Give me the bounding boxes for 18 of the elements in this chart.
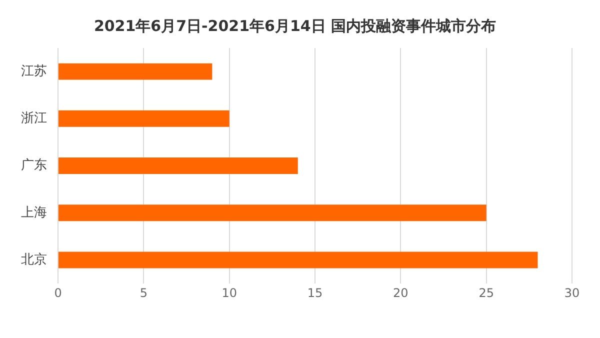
x-tick-label: 15 (307, 286, 323, 300)
bar (58, 63, 212, 80)
bar (58, 158, 298, 174)
y-tick-label: 浙江 (21, 111, 47, 126)
y-tick-label: 上海 (21, 205, 47, 220)
x-tick-label: 20 (393, 286, 408, 300)
bar (58, 110, 230, 127)
bar (58, 252, 538, 268)
y-tick-label: 北京 (21, 252, 47, 268)
x-tick-label: 30 (564, 286, 580, 300)
x-tick-label: 25 (478, 286, 494, 300)
bar (58, 204, 486, 222)
x-tick-label: 10 (222, 286, 237, 300)
x-tick-label: 5 (140, 286, 148, 300)
y-tick-label: 广东 (21, 158, 47, 174)
y-tick-label: 江苏 (21, 64, 47, 79)
chart-title: 2021年6月7日-2021年6月14日 国内投融资事件城市分布 (94, 16, 496, 35)
x-tick-label: 0 (54, 286, 62, 300)
